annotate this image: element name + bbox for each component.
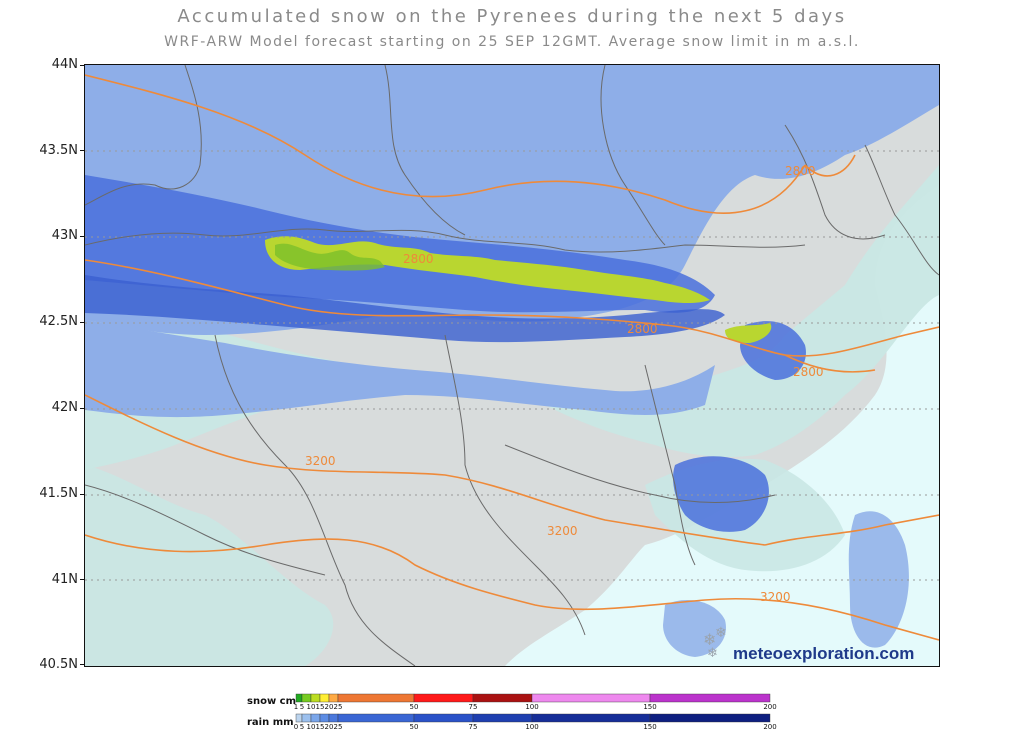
- rain-legend-tick: 50: [410, 723, 419, 730]
- rain-legend-tick: 20: [325, 723, 334, 730]
- snow-legend-swatch: [531, 693, 651, 703]
- snow-legend-tick: 50: [410, 703, 419, 711]
- light-precip-area: [85, 465, 334, 666]
- contour-label: 2800: [627, 322, 658, 336]
- snow-band: [725, 323, 772, 343]
- snow-legend-tick: 100: [525, 703, 538, 711]
- lat-label-42n: 42N: [51, 400, 78, 415]
- snow-legend-tick: 20: [325, 703, 334, 711]
- map-title: Accumulated snow on the Pyrenees during …: [177, 6, 847, 27]
- rain-legend-tick: 0: [294, 723, 298, 730]
- lat-tick: [80, 579, 85, 580]
- svg-text:❄: ❄: [715, 625, 727, 641]
- rain-legend-tick: 150: [643, 723, 656, 730]
- snow-legend-swatch: [295, 693, 303, 703]
- snow-legend-swatch: [413, 693, 474, 703]
- contour-label-group: 3200 3200 3200 2800 2800 2800 2800: [305, 164, 824, 604]
- rain-legend-tick: 5: [300, 723, 304, 730]
- lat-label-41n: 41N: [51, 572, 78, 587]
- contour-label: 3200: [547, 524, 578, 538]
- snow-legend-swatch: [310, 693, 321, 703]
- snow-band-deep: [275, 243, 385, 271]
- snow-legend-swatch: [328, 693, 339, 703]
- rain-legend-swatch: [295, 713, 303, 723]
- snow-legend-tick: 75: [469, 703, 478, 711]
- rain-legend-tick: 100: [525, 723, 538, 730]
- lat-label-43-5n: 43.5N: [39, 143, 78, 158]
- snow-legend-tick: 200: [763, 703, 776, 711]
- rain-legend-tick: 200: [763, 723, 776, 730]
- map-subtitle: WRF-ARW Model forecast starting on 25 SE…: [164, 34, 860, 50]
- medium-precip-area: [848, 511, 909, 648]
- snow-legend-swatch: [337, 693, 415, 703]
- rain-legend-swatch: [413, 713, 474, 723]
- rain-legend-tick: 25: [334, 723, 343, 730]
- lat-label-42-5n: 42.5N: [39, 314, 78, 329]
- lat-tick: [80, 664, 85, 665]
- rain-legend-swatch: [649, 713, 771, 723]
- lat-label-43n: 43N: [51, 228, 78, 243]
- lat-tick: [80, 236, 85, 237]
- lat-tick: [80, 65, 85, 66]
- lat-gridlines: [85, 150, 939, 581]
- contour-label: 2800: [785, 164, 816, 178]
- snow-legend-swatch: [319, 693, 330, 703]
- svg-text:❄: ❄: [707, 646, 718, 661]
- rain-legend-tick: 10: [307, 723, 316, 730]
- medium-precip-area: [663, 600, 726, 657]
- lat-tick: [80, 408, 85, 409]
- snow-band: [265, 236, 710, 304]
- rain-legend-swatch: [310, 713, 321, 723]
- lat-tick: [80, 322, 85, 323]
- lat-label-41-5n: 41.5N: [39, 486, 78, 501]
- rain-legend-swatch: [531, 713, 651, 723]
- heavy-precip-area: [85, 275, 725, 343]
- snow-legend-tick: 1: [294, 703, 298, 711]
- snow-legend-tick: 10: [307, 703, 316, 711]
- rain-legend-swatch: [301, 713, 312, 723]
- snow-limit-contours: [85, 74, 939, 641]
- medium-precip-area: [85, 320, 715, 418]
- snowflake-logo-icon: ❄ ❄ ❄: [703, 625, 727, 661]
- rain-legend-swatch: [319, 713, 330, 723]
- rain-legend-label: rain mm: [247, 717, 294, 728]
- snow-legend-swatch: [649, 693, 771, 703]
- contour-label: 3200: [305, 454, 336, 468]
- snow-legend-tick: 25: [334, 703, 343, 711]
- forecast-map[interactable]: 3200 3200 3200 2800 2800 2800 2800 ❄ ❄ ❄…: [84, 64, 940, 667]
- rain-legend-swatch: [472, 713, 533, 723]
- rain-legend-tick: 75: [469, 723, 478, 730]
- snow-legend-label: snow cm: [247, 696, 297, 707]
- contour-label: 2800: [403, 252, 434, 266]
- svg-text:❄: ❄: [703, 630, 716, 649]
- lat-tick: [80, 494, 85, 495]
- snow-legend-swatch: [301, 693, 312, 703]
- lat-label-40-5n: 40.5N: [39, 657, 78, 672]
- contour-label: 3200: [760, 590, 791, 604]
- heavy-precip-area: [673, 456, 769, 532]
- logo-text: meteoexploration.com: [733, 644, 915, 663]
- lat-tick: [80, 150, 85, 151]
- snow-legend-tick: 15: [316, 703, 325, 711]
- map-canvas: 3200 3200 3200 2800 2800 2800 2800 ❄ ❄ ❄: [85, 65, 939, 666]
- contour-label: 2800: [793, 365, 824, 379]
- rain-legend-swatch: [337, 713, 415, 723]
- lat-label-44n: 44N: [51, 57, 78, 72]
- snow-legend-tick: 150: [643, 703, 656, 711]
- snow-legend-swatch: [472, 693, 533, 703]
- rain-legend-swatch: [328, 713, 339, 723]
- snow-legend-tick: 5: [300, 703, 304, 711]
- rain-legend-tick: 15: [316, 723, 325, 730]
